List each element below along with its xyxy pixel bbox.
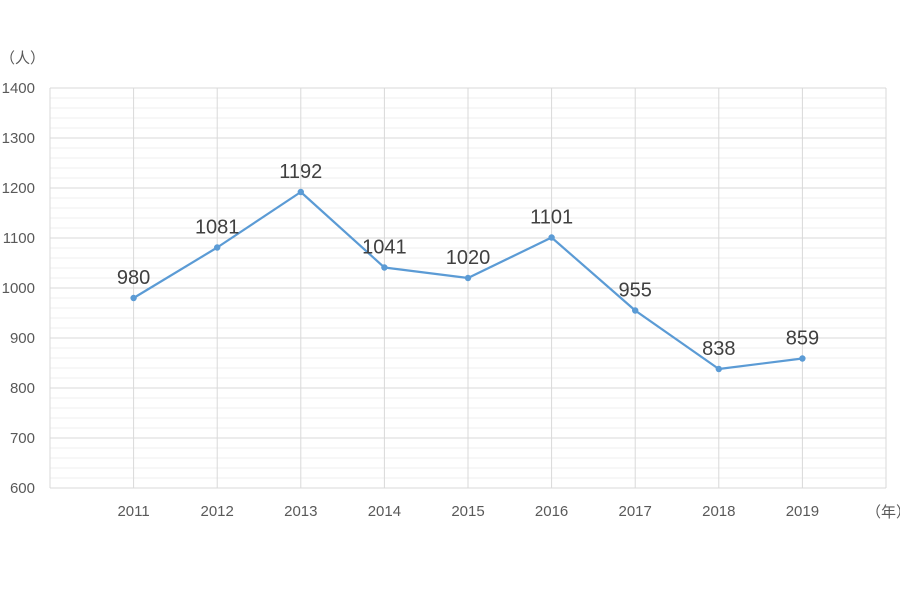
y-tick-label: 1100 xyxy=(3,230,35,247)
x-axis-unit-label: （年） xyxy=(866,503,900,521)
y-axis-unit-label: （人） xyxy=(0,49,45,67)
x-tick-label: 2017 xyxy=(619,503,652,520)
x-tick-label: 2012 xyxy=(201,503,234,520)
x-tick-label: 2015 xyxy=(451,503,484,520)
data-point xyxy=(715,365,722,373)
x-tick-label: 2014 xyxy=(368,503,401,520)
y-tick-label: 600 xyxy=(10,480,35,497)
y-tick-label: 1000 xyxy=(2,280,35,297)
data-point xyxy=(297,188,304,196)
data-label: 1081 xyxy=(195,217,240,239)
y-tick-label: 1400 xyxy=(2,80,35,97)
vertical-gridlines xyxy=(49,88,887,488)
data-point xyxy=(381,264,388,271)
data-label: 1192 xyxy=(279,161,322,183)
y-tick-label: 900 xyxy=(10,330,35,347)
series-line xyxy=(130,188,806,373)
data-label: 1020 xyxy=(446,247,491,269)
data-point xyxy=(548,234,555,241)
x-tick-label: 2019 xyxy=(786,503,819,520)
data-point xyxy=(464,274,472,282)
y-tick-label: 700 xyxy=(10,430,35,447)
data-label: 1041 xyxy=(362,237,407,259)
data-label: 980 xyxy=(117,267,150,289)
x-tick-label: 2018 xyxy=(702,503,735,520)
y-tick-label: 800 xyxy=(10,380,35,397)
data-point xyxy=(214,244,221,251)
data-label: 1101 xyxy=(530,207,573,229)
y-tick-label: 1200 xyxy=(2,180,35,197)
data-point xyxy=(799,355,806,362)
data-label: 859 xyxy=(786,328,819,350)
y-tick-label: 1300 xyxy=(2,130,35,147)
data-labels: 980 1081 1192 1041 1020 1101 955 838 859 xyxy=(117,161,819,360)
x-axis-tick-labels: 2011 2012 2013 2014 2015 2016 2017 2018 2019 xyxy=(117,503,819,520)
data-label: 955 xyxy=(619,280,652,302)
y-axis-tick-labels: 600 700 800 900 1000 1100 1200 1300 1400 xyxy=(2,80,35,497)
x-tick-label: 2016 xyxy=(535,503,568,520)
data-point xyxy=(130,294,137,302)
data-label: 838 xyxy=(702,338,735,360)
x-tick-label: 2013 xyxy=(284,503,317,520)
data-point xyxy=(632,307,639,314)
x-tick-label: 2011 xyxy=(117,503,149,520)
